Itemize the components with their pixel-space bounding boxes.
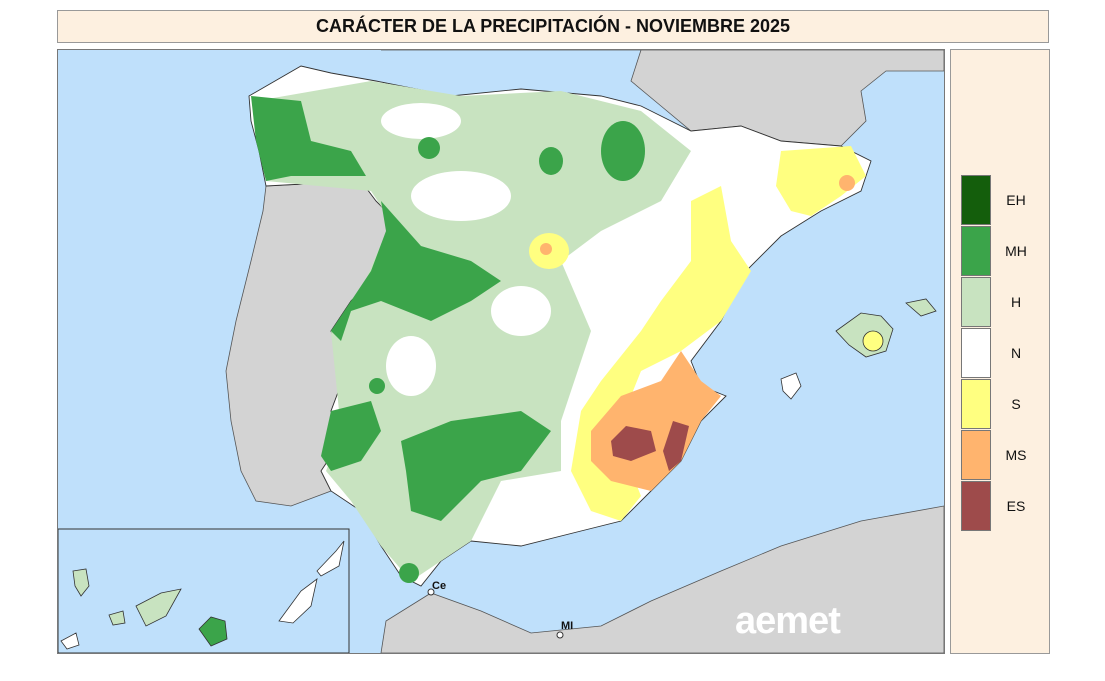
- ceuta-label: Ce: [432, 580, 447, 592]
- melilla-label: MI: [561, 620, 574, 632]
- legend-label-es: ES: [1006, 498, 1026, 514]
- legend-swatch-eh: [961, 175, 991, 225]
- legend-label-n: N: [1010, 345, 1022, 361]
- legend-swatch-mh: [961, 226, 991, 276]
- aemet-logo: aemet: [735, 600, 841, 642]
- precipitation-map: Ce MI: [57, 49, 945, 654]
- legend-label-h: H: [1010, 294, 1022, 310]
- legend-swatch-n: [961, 328, 991, 378]
- legend-label-mh: MH: [1005, 243, 1027, 259]
- balearics: [780, 298, 937, 400]
- legend-swatch-es: [961, 481, 991, 531]
- legend-label-ms: MS: [1005, 447, 1027, 463]
- legend-swatch-ms: [961, 430, 991, 480]
- legend-swatch-h: [961, 277, 991, 327]
- precip-zones: [251, 81, 866, 583]
- legend-label-eh: EH: [1006, 192, 1026, 208]
- map-svg: [58, 50, 944, 653]
- legend-swatch-s: [961, 379, 991, 429]
- map-title: CARÁCTER DE LA PRECIPITACIÓN - NOVIEMBRE…: [57, 10, 1049, 43]
- legend-label-s: S: [1011, 396, 1021, 412]
- canary-inset: [58, 528, 350, 653]
- legend: EH MH H N S MS ES: [950, 49, 1050, 654]
